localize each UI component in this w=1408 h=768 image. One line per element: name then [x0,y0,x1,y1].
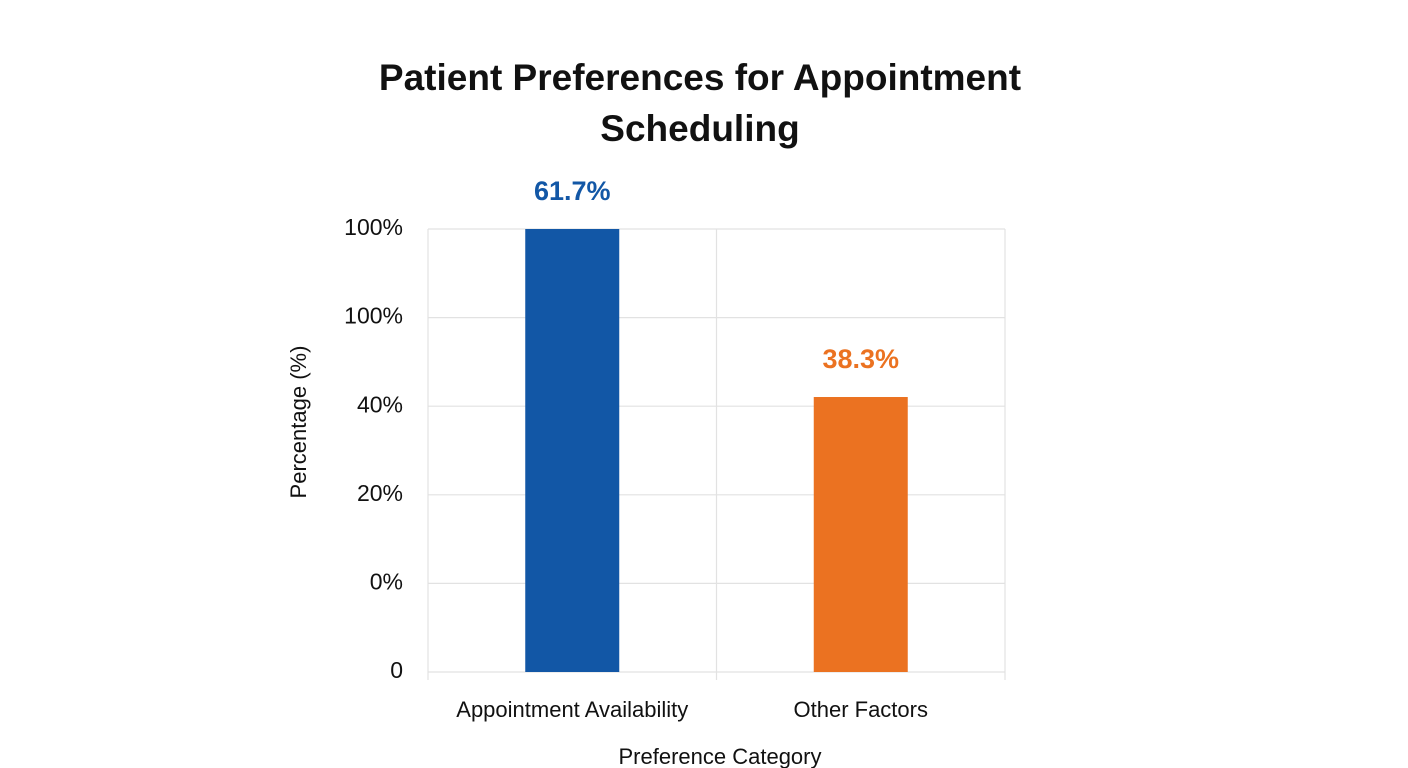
y-tick-label: 40% [357,391,403,417]
value-label: 38.3% [822,344,899,374]
x-tick-label: Other Factors [794,697,928,722]
y-tick-label: 20% [357,480,403,506]
x-tick-label: Appointment Availability [456,697,688,722]
y-tick-label: 0 [390,657,403,683]
y-tick-label: 100% [344,214,403,240]
y-tick-label: 0% [370,568,403,594]
bar [813,397,908,672]
chart-title: Patient Preferences for Appointment Sche… [378,57,1022,149]
value-label: 61.7% [534,176,611,206]
y-tick-label: 100% [344,303,403,329]
x-axis-title: Preference Category [619,744,822,768]
bar [525,229,620,672]
y-axis-title: Percentage (%) [286,346,311,499]
